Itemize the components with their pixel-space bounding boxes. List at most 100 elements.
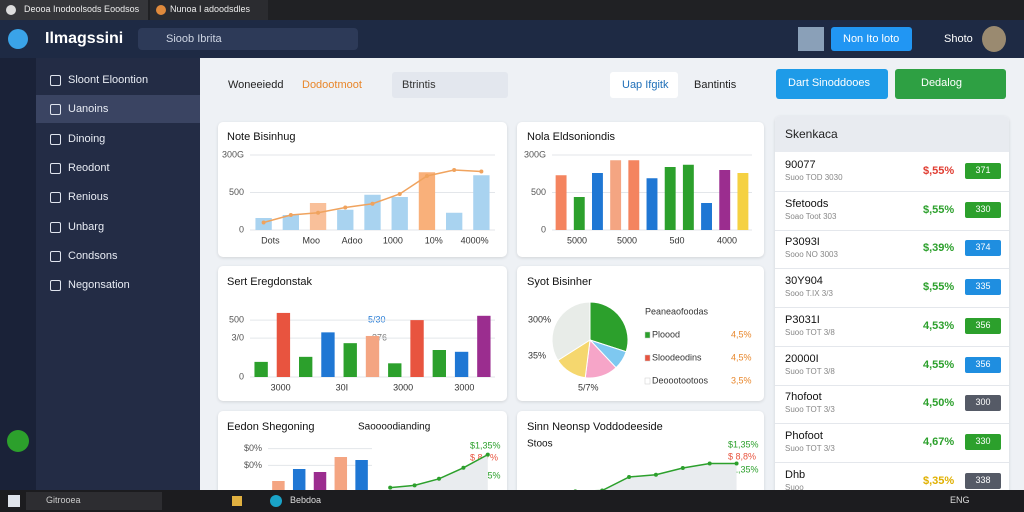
annotation: $1,35% [470, 440, 501, 450]
input[interactable]: Btrintis [392, 72, 508, 98]
line-point [437, 476, 441, 481]
row-sub: Suoo TOD 3030 [785, 173, 843, 182]
button-label: Dart Sinoddooes [788, 77, 870, 89]
line [594, 462, 737, 490]
secondary-button[interactable]: Dedalog [895, 69, 1006, 99]
bar [573, 197, 585, 230]
annotation: $ 8,8% [728, 451, 756, 461]
status-icon[interactable] [7, 430, 29, 452]
logo [8, 29, 28, 49]
y-tick-label: 0 [541, 224, 546, 234]
row-change: 4,55% [923, 358, 955, 371]
tab[interactable]: Deooa Inodoolsods Eoodsos [0, 0, 148, 20]
row-badge[interactable]: 330 [965, 201, 1001, 218]
row-badge[interactable]: 335 [965, 279, 1001, 296]
bar [276, 312, 291, 377]
bar [555, 175, 567, 230]
card-title: Syot Bisinher [527, 276, 592, 288]
bar [292, 469, 306, 490]
line-point [573, 489, 577, 490]
menu-item[interactable]: Sloont Eloontion [36, 66, 200, 94]
line-point [424, 174, 429, 178]
bar [682, 164, 694, 230]
bar [313, 472, 327, 490]
menu-item[interactable]: Uanoins [36, 95, 200, 124]
row-sub: Soao Toot 303 [785, 211, 837, 221]
taskbar-search[interactable]: Gitrooea [26, 492, 162, 510]
header-button[interactable]: Non Ito loto [831, 27, 912, 51]
menu-item[interactable]: Negonsation [36, 271, 200, 299]
row-name: Dhb [785, 468, 806, 481]
row-badge[interactable]: 338 [965, 472, 1001, 489]
filter[interactable]: Bantintis [694, 79, 737, 91]
row-badge[interactable]: 374 [965, 240, 1001, 257]
bar [473, 175, 490, 230]
avatar[interactable] [982, 26, 1006, 52]
row-divider [775, 191, 1009, 192]
y-tick-label: 0 [239, 371, 244, 381]
row-name: 30Y904 [785, 275, 823, 288]
line-point [388, 485, 393, 490]
row-divider [775, 268, 1009, 270]
app-icon[interactable] [232, 496, 242, 506]
row-change: $,39% [923, 242, 955, 255]
row-badge[interactable]: 356 [965, 356, 1001, 373]
card-subtitle: Saoooodianding [358, 422, 430, 433]
bar [388, 363, 402, 377]
favicon [156, 5, 166, 15]
bar [355, 460, 368, 490]
search-placeholder: Sioob Ibrita [166, 33, 222, 45]
x-tick-label: 5000 [567, 235, 587, 245]
menu-item[interactable]: Condsons [36, 242, 200, 270]
card [218, 122, 507, 257]
dropdown[interactable]: Dodootmoot [302, 79, 362, 91]
bar [272, 481, 285, 490]
row-badge[interactable]: 330 [965, 433, 1001, 450]
app-icon[interactable] [270, 495, 282, 507]
row-badge[interactable]: 356 [965, 317, 1001, 334]
row-divider [775, 384, 1009, 386]
card-title: Eedon Shegoning [227, 421, 314, 433]
menu-item[interactable]: Dinoing [36, 125, 200, 153]
menu-item[interactable]: Reodont [36, 154, 200, 182]
bar [418, 172, 436, 230]
panel-header: Skenkaca [775, 116, 1009, 152]
line-point [485, 452, 490, 457]
bar [719, 170, 731, 230]
bar [321, 332, 335, 377]
bar [254, 361, 268, 377]
row-change: $,35% [923, 474, 955, 487]
tab[interactable]: Nunoa I adoodsdles [150, 0, 268, 20]
row-divider [775, 307, 1009, 309]
line-point [370, 201, 375, 206]
row-badge[interactable]: 300 [965, 395, 1001, 412]
menu-item[interactable]: Renious [36, 183, 200, 211]
search-box[interactable]: Sioob Ibrita [138, 28, 358, 50]
app-label: Bebdoa [290, 495, 322, 505]
x-tick-label: 3000 [393, 382, 413, 392]
card-subtitle: Stoos [527, 439, 553, 450]
y-tick-label: 300G [222, 149, 244, 159]
sidebar: Sloont Eloontion Uanoins Dinoing Reodont Ren… [36, 58, 200, 490]
icon-rail [0, 58, 36, 490]
x-tick-label: 4000% [461, 235, 489, 245]
primary-button[interactable]: Dart Sinoddooes [776, 69, 888, 99]
row-change: 4,53% [923, 319, 955, 332]
row-change: $,55% [923, 281, 955, 294]
annotation: 376 [372, 332, 387, 342]
bar [334, 457, 348, 490]
annotation: $1,35% [728, 439, 759, 449]
annotation: $1,35% [728, 464, 759, 474]
menu-item[interactable]: Unbarg [36, 213, 200, 241]
tab-label: Uap Ifgitk [622, 79, 669, 91]
row-divider [775, 423, 1009, 425]
x-tick-label: 1000 [383, 235, 403, 245]
y-tick-label: $0% [244, 460, 262, 470]
row-sub: Sooo T.IX 3/3 [785, 289, 833, 299]
row-badge[interactable]: 371 [965, 163, 1001, 179]
card [218, 266, 507, 401]
line-point [261, 220, 266, 225]
start-button[interactable] [8, 495, 20, 507]
tab-button[interactable]: Uap Ifgitk [610, 72, 678, 98]
